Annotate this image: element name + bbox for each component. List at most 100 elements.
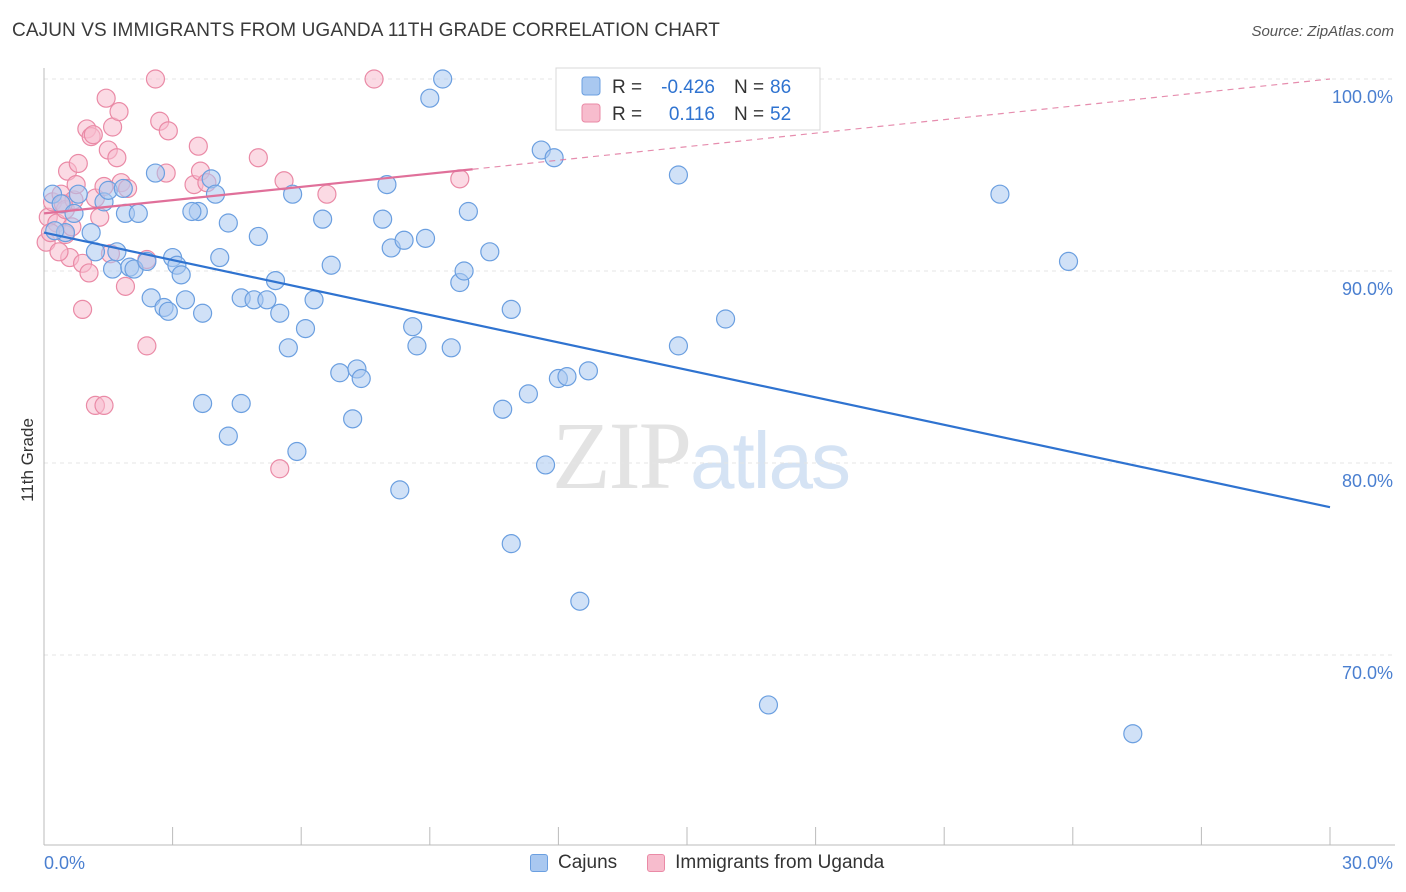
uganda-point bbox=[72, 299, 93, 319]
cajun-point bbox=[394, 230, 414, 250]
cajun-point bbox=[715, 309, 736, 329]
cajun-point bbox=[390, 480, 410, 500]
cajun-point bbox=[454, 261, 474, 281]
cajun-point bbox=[231, 393, 251, 414]
uganda-point bbox=[270, 459, 290, 479]
cajun-point bbox=[668, 336, 689, 356]
cajun-points bbox=[42, 69, 1143, 744]
y-tick-label: 70.0% bbox=[1342, 663, 1393, 683]
trend-line-uganda-extension bbox=[472, 78, 1331, 170]
trend-line-uganda bbox=[43, 168, 473, 215]
cajun-point bbox=[990, 184, 1010, 204]
cajun-point bbox=[373, 209, 393, 229]
legend-swatch-cajuns bbox=[581, 76, 601, 96]
uganda-point bbox=[68, 153, 88, 174]
watermark-zip: ZIP bbox=[552, 402, 692, 509]
cajun-point bbox=[570, 591, 590, 611]
legend-n-label: N = bbox=[734, 104, 764, 125]
cajun-point bbox=[248, 226, 268, 247]
cajun-point bbox=[377, 175, 397, 195]
cajun-point bbox=[330, 363, 350, 383]
cajun-point bbox=[283, 184, 303, 204]
cajun-point bbox=[51, 194, 71, 214]
uganda-point bbox=[137, 336, 157, 356]
legend-box: R = -0.426 N = 86 R = 0.116 N = 52 bbox=[555, 67, 821, 131]
legend-item-uganda: Immigrants from Uganda bbox=[647, 852, 884, 874]
cajun-point bbox=[758, 695, 779, 715]
uganda-point bbox=[450, 169, 470, 189]
cajun-point bbox=[128, 203, 148, 223]
cajun-point bbox=[458, 201, 478, 222]
cajun-point bbox=[257, 290, 277, 310]
cajun-point bbox=[415, 228, 436, 248]
legend-label-cajuns: Cajuns bbox=[558, 852, 618, 873]
cajun-point bbox=[420, 88, 440, 108]
legend-r-value-cajuns: -0.426 bbox=[661, 77, 715, 98]
watermark-atlas: atlas bbox=[690, 416, 851, 505]
uganda-point bbox=[188, 136, 208, 156]
bottom-legend: Cajuns Immigrants from Uganda bbox=[530, 852, 914, 874]
legend-r-label: R = bbox=[612, 77, 642, 98]
cajun-point bbox=[218, 426, 238, 446]
legend-item-cajuns: Cajuns bbox=[530, 852, 617, 874]
legend-r-value-uganda: 0.116 bbox=[669, 104, 715, 125]
uganda-point bbox=[96, 88, 116, 108]
cajun-point bbox=[313, 209, 333, 229]
tick-labels: 100.0% 90.0% 80.0% 70.0% 0.0% 30.0% bbox=[44, 87, 1393, 873]
grid-lines bbox=[44, 78, 1395, 656]
uganda-point bbox=[107, 148, 127, 168]
cajun-point bbox=[182, 201, 202, 222]
chart-source: Source: ZipAtlas.com bbox=[1251, 23, 1394, 40]
uganda-point bbox=[79, 263, 99, 283]
trend-lines bbox=[43, 78, 1331, 509]
cajun-point bbox=[102, 259, 123, 279]
cajun-point bbox=[193, 393, 213, 414]
cajun-point bbox=[668, 165, 689, 185]
cajun-point bbox=[218, 213, 238, 233]
cajun-point bbox=[578, 361, 599, 381]
cajun-point bbox=[544, 148, 564, 168]
legend-n-value-uganda: 52 bbox=[770, 104, 791, 125]
cajun-point bbox=[158, 301, 178, 321]
uganda-point bbox=[317, 184, 337, 204]
cajun-point bbox=[193, 303, 213, 323]
cajun-point bbox=[137, 251, 157, 271]
legend-label-uganda: Immigrants from Uganda bbox=[675, 852, 885, 873]
legend-n-value-cajuns: 86 bbox=[770, 77, 791, 98]
cajun-point bbox=[501, 299, 521, 319]
uganda-point bbox=[109, 102, 129, 122]
cajun-point bbox=[145, 163, 166, 183]
cajun-point bbox=[480, 242, 500, 262]
uganda-points bbox=[36, 69, 470, 479]
cajun-point bbox=[175, 290, 196, 310]
uganda-point bbox=[145, 69, 166, 89]
cajun-point bbox=[270, 303, 290, 323]
uganda-point bbox=[364, 69, 384, 89]
cajun-point bbox=[441, 338, 461, 358]
legend-swatch-uganda bbox=[581, 103, 601, 123]
chart-title: CAJUN VS IMMIGRANTS FROM UGANDA 11TH GRA… bbox=[12, 20, 721, 41]
cajun-point bbox=[107, 242, 127, 262]
uganda-point bbox=[115, 276, 136, 296]
legend-r-label: R = bbox=[612, 104, 642, 125]
cajun-point bbox=[113, 178, 133, 199]
cajun-point bbox=[304, 290, 324, 310]
uganda-point bbox=[49, 242, 69, 262]
cajun-point bbox=[321, 255, 341, 275]
uganda-point bbox=[248, 148, 268, 168]
cajun-point bbox=[64, 203, 84, 223]
cajun-point bbox=[433, 69, 453, 89]
cajun-point bbox=[407, 336, 427, 356]
uganda-point bbox=[158, 121, 178, 141]
cajun-point bbox=[557, 367, 577, 387]
cajun-point bbox=[210, 247, 230, 268]
legend-swatch-cajuns bbox=[530, 854, 548, 872]
cajun-point bbox=[501, 534, 521, 554]
cajun-point bbox=[518, 384, 538, 404]
axes bbox=[43, 68, 1395, 846]
cajun-point bbox=[351, 368, 371, 389]
y-axis-label: 11th Grade bbox=[18, 418, 37, 502]
y-tick-label: 80.0% bbox=[1342, 471, 1393, 491]
watermark: ZIPatlas bbox=[552, 400, 851, 511]
cajun-point bbox=[535, 455, 556, 475]
